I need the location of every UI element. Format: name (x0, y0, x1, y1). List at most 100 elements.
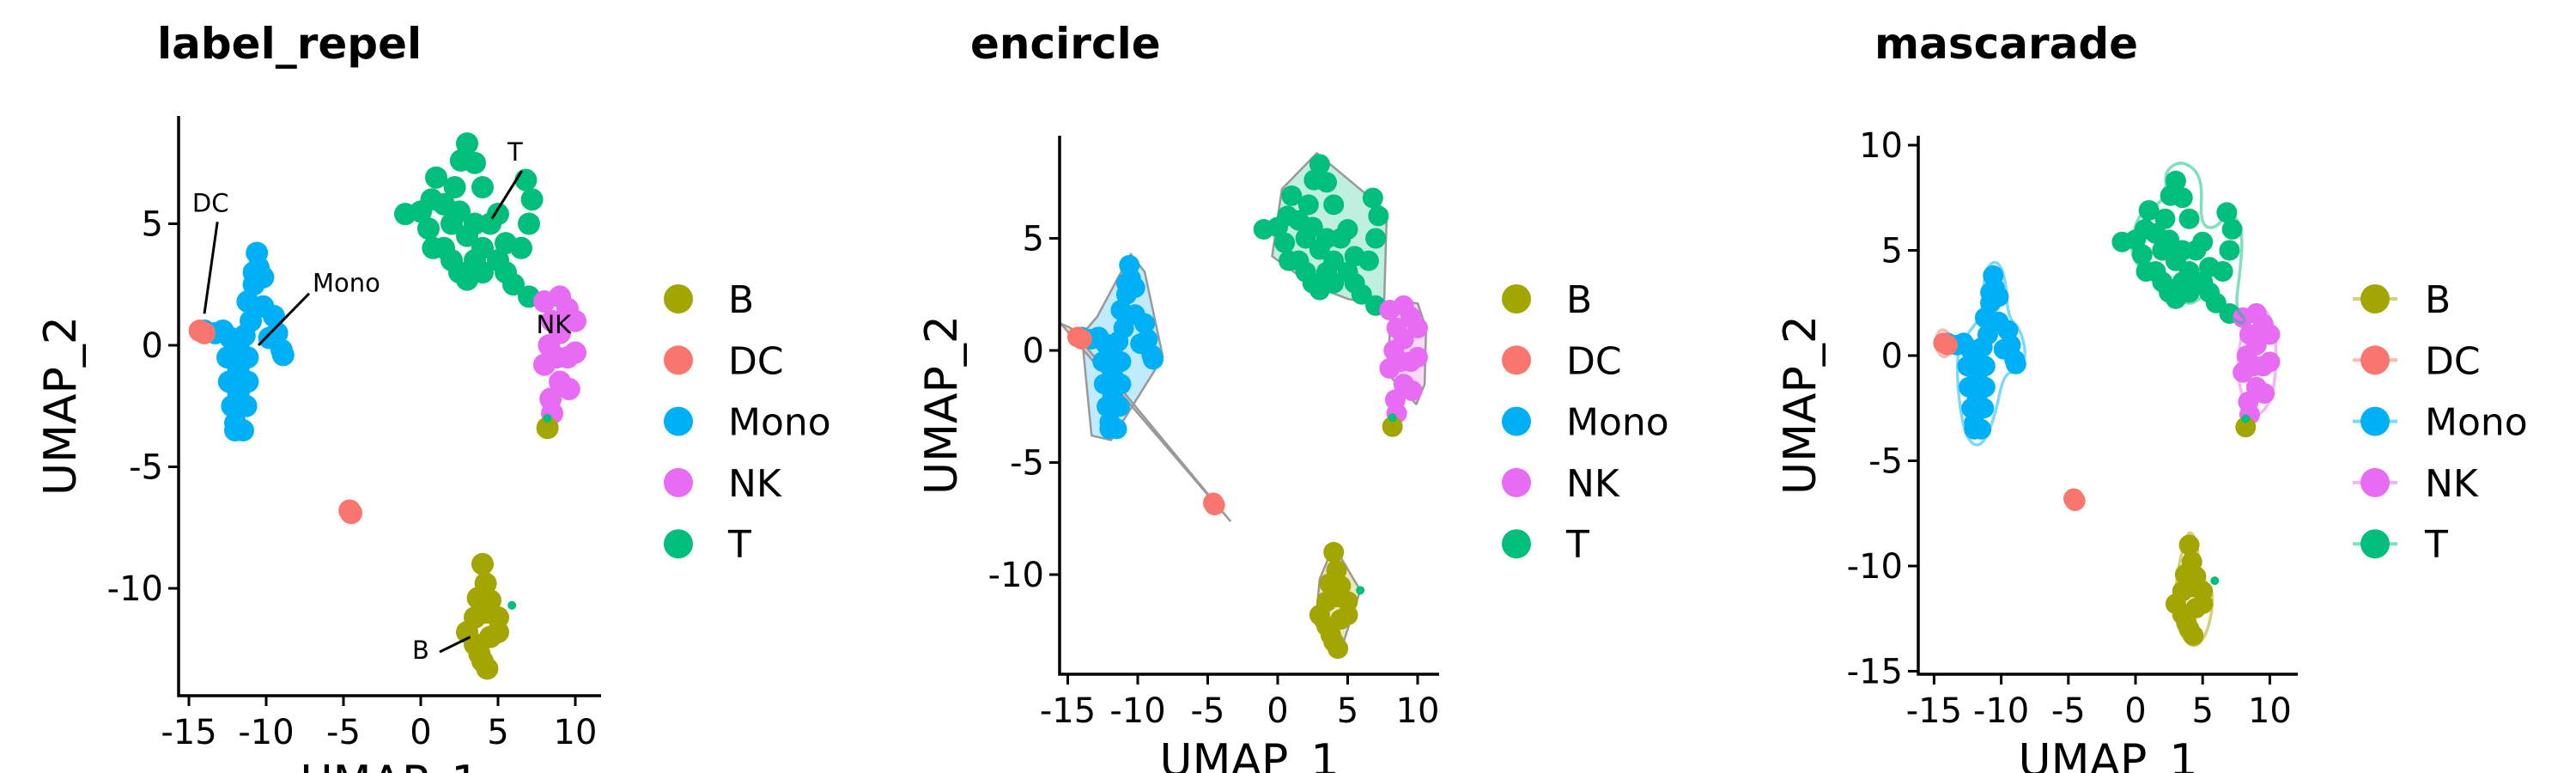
point-B (536, 417, 559, 440)
point-Mono (1966, 366, 1988, 387)
point-T (518, 212, 540, 235)
point-Mono (1115, 272, 1137, 294)
point-T (2216, 202, 2238, 223)
point-T (1362, 187, 1383, 209)
point-Mono (246, 241, 269, 265)
point-Mono (271, 344, 295, 367)
point-NK (564, 309, 586, 332)
x-tick-label: -10 (1973, 691, 2029, 731)
x-tick-label: 5 (1337, 691, 1358, 731)
point-T (471, 261, 494, 284)
y-axis-title: UMAP_2 (1775, 315, 1826, 495)
point-NK (1384, 389, 1406, 411)
point-T (471, 236, 494, 259)
x-tick-label: -5 (326, 713, 361, 752)
point-T (464, 212, 486, 235)
point-Mono (227, 382, 250, 405)
point-Mono (1134, 313, 1156, 334)
cluster-label: DC (192, 188, 229, 217)
point-T (1365, 228, 1387, 249)
point-T (1358, 250, 1379, 271)
legend-label: NK (2425, 462, 2479, 506)
point-Mono (242, 261, 265, 284)
point-T (2131, 244, 2153, 265)
point-T (2172, 240, 2193, 261)
point-NK (557, 377, 580, 400)
panel-encircle: encircle -15 -10 -5 0 5 10 -10 -5 0 5 UMAP_1 UMAP_2 B… (916, 19, 1669, 773)
cluster-label: NK (536, 310, 572, 339)
point-Mono (1966, 387, 1988, 408)
point-T (1288, 210, 1309, 231)
point-B (1337, 604, 1358, 625)
mascarade-contour-Mono (1955, 260, 2026, 447)
point-Mono (1088, 326, 1109, 348)
legend-label: B (2425, 278, 2451, 322)
point-T (2152, 240, 2173, 261)
point-B (1320, 624, 1341, 646)
point-T (1316, 172, 1338, 193)
legend-label: T (1565, 523, 1589, 567)
x-tick-label: 0 (410, 713, 431, 752)
point-T (1323, 272, 1345, 294)
legend-key-T (2360, 529, 2390, 559)
mascarade-contour-NK (2236, 305, 2278, 417)
point-B (479, 589, 501, 612)
point-T (440, 212, 463, 235)
legend-label: DC (1566, 339, 1622, 383)
legend-label: B (1566, 278, 1592, 322)
point-DC (1937, 334, 1959, 356)
point-T (2178, 208, 2200, 229)
legend-key-B (1502, 284, 1531, 313)
point-T (2178, 282, 2200, 303)
point-T (2241, 414, 2251, 423)
point-B (1382, 416, 1403, 437)
point-NK (1407, 317, 1428, 338)
point-DC (193, 321, 216, 344)
x-tick-label: 0 (1267, 691, 1288, 731)
point-T (2210, 576, 2220, 586)
legend-key-B (664, 284, 693, 313)
legend-key-DC (1502, 345, 1531, 375)
y-tick-label: -5 (129, 448, 163, 488)
point-NK (1401, 380, 1423, 401)
point-T (1274, 232, 1296, 253)
panel-label_repel: label_repel DC Mono T NK B -15 -10 -5 0 5 10 -10 -5 0 5… (35, 19, 831, 773)
point-T (543, 413, 552, 423)
legend-key-NK (2360, 467, 2390, 497)
x-tick-label: -5 (1191, 691, 1225, 731)
point-B (471, 552, 494, 575)
x-tick-label: 0 (2124, 691, 2146, 731)
point-Mono (1119, 254, 1140, 276)
point-T (1356, 586, 1365, 595)
point-B (487, 620, 509, 643)
x-tick-label: 10 (1396, 691, 1440, 731)
point-T (1323, 194, 1345, 216)
x-tick-label: -15 (1906, 691, 1962, 731)
label-connector (490, 170, 524, 220)
point-T (502, 273, 525, 296)
point-T (394, 203, 416, 226)
x-tick-label: -10 (1109, 691, 1165, 731)
point-T (507, 600, 517, 610)
legend-label: B (728, 278, 754, 322)
x-tick-label: 10 (2248, 691, 2292, 731)
legend-key-B (2360, 284, 2390, 313)
point-B (1323, 541, 1345, 563)
point-T (514, 168, 538, 192)
point-T (510, 236, 532, 259)
legend-key-DC (2360, 345, 2390, 375)
legend-label: Mono (1566, 401, 1669, 445)
point-Mono (263, 305, 285, 328)
point-T (2172, 187, 2193, 209)
y-tick-label: 5 (1023, 220, 1044, 259)
point-Mono (1142, 349, 1163, 370)
point-T (487, 203, 509, 226)
point-T (1295, 228, 1316, 249)
panel-mascarade: mascarade -15 -10 -5 0 5 10 -15 -10 -5 0 5 10 UMAP_1 U… (1775, 19, 2528, 773)
y-tick-label: 5 (142, 205, 163, 245)
x-axis-title: UMAP_1 (301, 757, 480, 773)
mascarade-contour-T (2130, 161, 2247, 325)
point-T (417, 217, 440, 240)
point-DC (2064, 490, 2086, 512)
